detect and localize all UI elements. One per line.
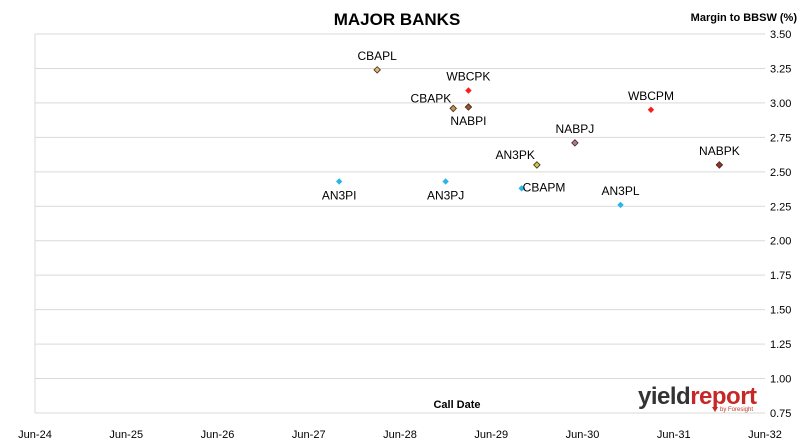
y-tick-label: 1.25 (770, 339, 791, 351)
point-label: CBAPK (411, 91, 452, 105)
point-marker (464, 103, 473, 111)
x-tick-label: Jun-32 (748, 429, 782, 441)
data-points: CBAPL WBCPK CBAPK NABPI NABPJ WBCPM NABPK AN3PK… (322, 49, 740, 209)
logo-text: yieldreport (638, 383, 757, 410)
logo-arrow-icon (712, 407, 718, 412)
x-tick-label: Jun-25 (109, 429, 143, 441)
y-tick-label: 3.50 (770, 29, 791, 41)
point-label: WBCPM (628, 89, 674, 103)
data-point-nabpi: NABPI (450, 103, 486, 128)
point-label: WBCPK (446, 70, 490, 84)
y-axis-ticks: 0.75 1.00 1.25 1.50 1.75 2.00 2.25 2.50 2.75 3.00… (770, 29, 791, 420)
x-axis-ticks: Jun-24 Jun-25 Jun-26 Jun-27 Jun-28 Jun-29 Jun-… (18, 429, 782, 441)
point-marker (617, 201, 624, 209)
y-tick-label: 2.25 (770, 201, 791, 213)
data-point-nabpj: NABPJ (556, 122, 595, 147)
point-label: NABPJ (556, 122, 595, 136)
data-point-wbcpk: WBCPK (446, 70, 490, 94)
point-marker (533, 161, 541, 169)
chart-title: MAJOR BANKS (334, 10, 461, 29)
data-point-wbcpm: WBCPM (628, 89, 674, 113)
y-tick-label: 2.50 (770, 167, 791, 179)
point-marker (571, 139, 579, 147)
point-marker (518, 185, 525, 192)
yieldreport-logo: yieldreport by Foresight (638, 383, 758, 413)
logo-text-yield: yield (638, 383, 690, 410)
data-point-an3pk: AN3PK (496, 148, 541, 169)
data-point-nabpk: NABPK (699, 144, 740, 169)
x-tick-label: Jun-26 (201, 429, 235, 441)
x-tick-label: Jun-30 (566, 429, 600, 441)
logo-text-report: report (690, 383, 757, 410)
point-label: CBAPM (523, 180, 566, 194)
point-marker (442, 178, 449, 185)
point-label: CBAPL (358, 49, 398, 63)
y-tick-label: 1.00 (770, 374, 791, 386)
point-marker (715, 161, 724, 169)
x-axis-label: Call Date (433, 399, 480, 411)
point-label: NABPK (699, 144, 740, 158)
point-marker (335, 178, 343, 185)
point-label: NABPI (450, 114, 486, 128)
data-point-an3pl: AN3PL (602, 184, 640, 209)
x-tick-label: Jun-28 (383, 429, 417, 441)
data-point-an3pi: AN3PI (322, 178, 357, 202)
data-point-cbapl: CBAPL (358, 49, 398, 74)
y-tick-label: 0.75 (770, 408, 791, 420)
x-tick-label: Jun-27 (292, 429, 326, 441)
x-tick-label: Jun-31 (657, 429, 691, 441)
y-tick-label: 1.50 (770, 305, 791, 317)
point-label: AN3PL (602, 184, 640, 198)
point-marker (449, 104, 457, 113)
y-axis-label: Margin to BBSW (%) (691, 12, 798, 24)
gridlines (35, 33, 765, 414)
data-point-an3pj: AN3PJ (427, 178, 464, 202)
point-marker (373, 66, 381, 74)
data-point-cbapm: CBAPM (518, 180, 565, 194)
point-label: AN3PK (496, 148, 535, 162)
y-tick-label: 3.25 (770, 63, 791, 75)
point-marker (465, 87, 472, 94)
y-tick-label: 1.75 (770, 270, 791, 282)
x-tick-label: Jun-29 (474, 429, 508, 441)
data-point-cbapk: CBAPK (411, 91, 457, 113)
y-tick-label: 3.00 (770, 98, 791, 110)
point-label: AN3PJ (427, 188, 464, 202)
point-marker (647, 106, 655, 113)
x-tick-label: Jun-24 (18, 429, 52, 441)
y-tick-label: 2.00 (770, 236, 791, 248)
y-tick-label: 2.75 (770, 132, 791, 144)
point-label: AN3PI (322, 188, 357, 202)
logo-subtitle: by Foresight (720, 407, 753, 413)
